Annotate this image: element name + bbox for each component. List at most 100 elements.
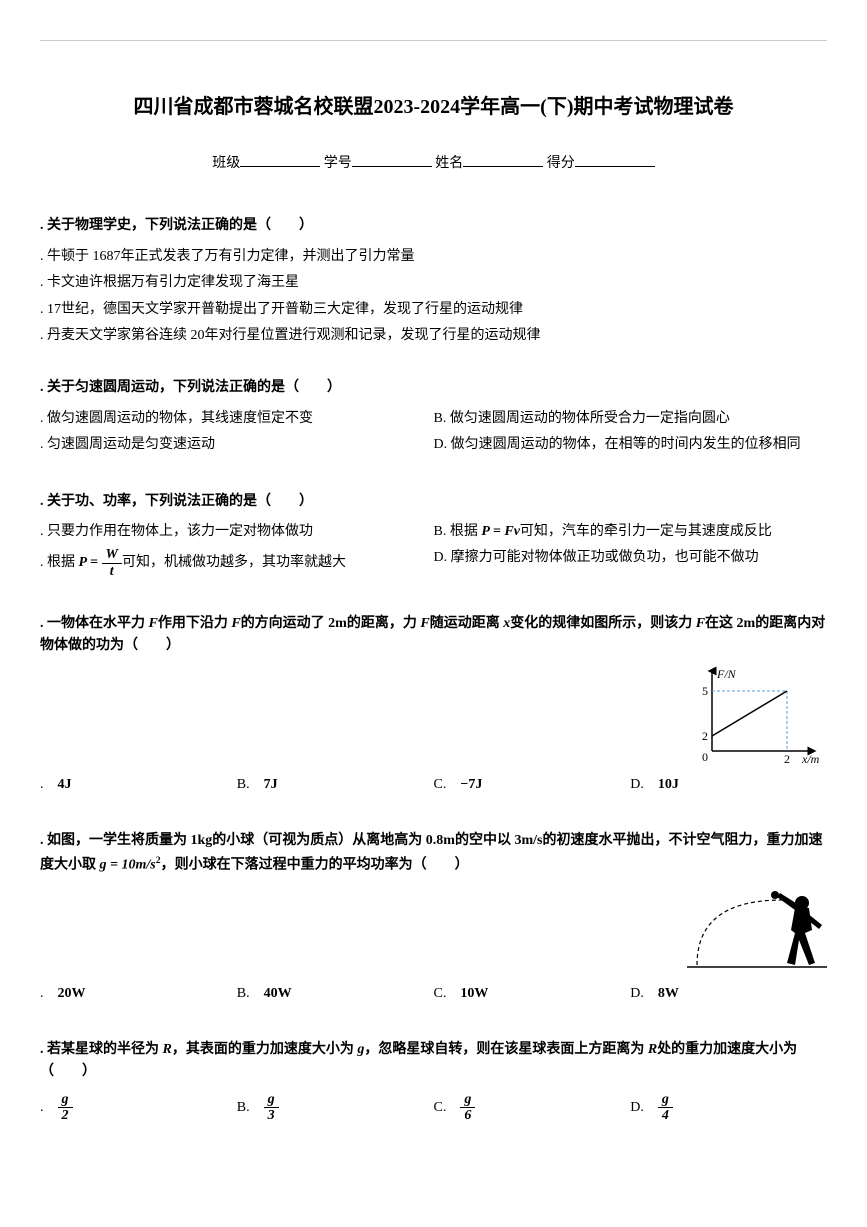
q6-R2: R [648,1042,657,1057]
q5-g: g = 10m/s [100,857,156,872]
q6-a-frac: g2 [58,1092,73,1124]
q6-a-num: g [58,1092,73,1108]
id-label: 学号 [324,156,352,171]
q6-c-num: g [460,1092,475,1108]
q5-stem-2: ，则小球在下落过程中重力的平均功率为（ ） [161,857,469,872]
q2-stem: 关于匀速圆周运动，下列说法正确的是（ ） [40,377,827,399]
q6-b-num: g [264,1092,279,1108]
q3-opt-b: B. 根据 P = Fv可知，汽车的牵引力一定与其速度成反比 [434,521,828,543]
q3-c-post: 可知，机械做功越多，其功率就越大 [122,555,346,570]
q3-d-text: 摩擦力可能对物体做正功或做负功，也可能不做功 [451,550,759,565]
q6-c-den: 6 [460,1108,475,1123]
student-info-line: 班级 学号 姓名 得分 [40,153,827,175]
q4-opt-d: D. 10J [630,774,827,796]
q5-stem: 如图，一学生将质量为 1kg的小球（可视为质点）从离地高为 0.8m的空中以 3… [40,830,827,876]
q4-opt-a: . 4J [40,774,237,796]
q1-opt-d: 丹麦天文学家第谷连续 20年对行星位置进行观测和记录，发现了行星的运动规律 [40,325,827,347]
name-label: 姓名 [435,156,463,171]
q3-c-P: P = [79,555,102,570]
score-blank [575,153,655,167]
q4-b-text: 7J [264,777,278,792]
q2-opt-a: 做匀速圆周运动的物体，其线速度恒定不变 [40,408,434,430]
q5-opt-b: B. 40W [237,983,434,1005]
q6-d-num: g [658,1092,673,1108]
q5-b-text: 40W [264,986,292,1001]
top-divider [40,40,827,41]
q5-c-text: 10W [460,986,488,1001]
class-label: 班级 [212,156,240,171]
q6-opt-c: C. g6 [434,1092,631,1124]
ytick-2: 2 [702,729,708,743]
q6-opt-a: . g2 [40,1092,237,1124]
q4-chart: F/N 5 2 0 2 x/m [687,666,827,766]
q2-opt-d-text: 做匀速圆周运动的物体，在相等的时间内发生的位移相同 [451,437,801,452]
q5-figure [687,885,827,975]
question-6: 若某星球的半径为 R，其表面的重力加速度大小为 g，忽略星球自转，则在该星球表面… [40,1039,827,1128]
question-4: 一物体在水平力 F作用下沿力 F的方向运动了 2m的距离，力 F随运动距离 x变… [40,613,827,800]
q3-b-formula: P = Fv [481,524,520,539]
q5-a-text: 20W [58,986,86,1001]
question-2: 关于匀速圆周运动，下列说法正确的是（ ） 做匀速圆周运动的物体，其线速度恒定不变… [40,377,827,460]
q4-opt-b: B. 7J [237,774,434,796]
q3-opt-a: 只要力作用在物体上，该力一定对物体做功 [40,521,434,543]
data-line [712,691,787,736]
q6-opt-d: D. g4 [630,1092,827,1124]
xtick-2: 2 [784,752,790,766]
q4-stem-1: 一物体在水平力 [47,616,149,631]
question-1: 关于物理学史，下列说法正确的是（ ） 牛顿于 1687年正式发表了万有引力定律，… [40,215,827,347]
score-label: 得分 [547,156,575,171]
q6-c-frac: g6 [460,1092,475,1124]
trajectory-arc [697,900,782,965]
q6-d-den: 4 [658,1108,673,1123]
q3-c-frac: Wt [102,547,122,579]
q5-d-text: 8W [658,986,679,1001]
name-blank [463,153,543,167]
q4-opt-c: C. −7J [434,774,631,796]
q2-opt-d: D. 做匀速圆周运动的物体，在相等的时间内发生的位移相同 [434,434,828,456]
q4-F4: F [696,616,705,631]
q4-a-text: 4J [58,777,72,792]
question-5: 如图，一学生将质量为 1kg的小球（可视为质点）从离地高为 0.8m的空中以 3… [40,830,827,1009]
q4-c-text: −7J [460,777,482,792]
q4-stem: 一物体在水平力 F作用下沿力 F的方向运动了 2m的距离，力 F随运动距离 x变… [40,613,827,658]
q3-opt-d: D. 摩擦力可能对物体做正功或做负功，也可能不做功 [434,547,828,579]
q2-opt-b-text: 做匀速圆周运动的物体所受合力一定指向圆心 [450,411,730,426]
q6-d-frac: g4 [658,1092,673,1124]
q1-opt-b: 卡文迪许根据万有引力定律发现了海王星 [40,272,827,294]
q5-opt-d: D. 8W [630,983,827,1005]
id-blank [352,153,432,167]
q5-figure-wrap [40,885,827,975]
q3-stem: 关于功、功率，下列说法正确的是（ ） [40,491,827,513]
q2-opt-b: B. 做匀速圆周运动的物体所受合力一定指向圆心 [434,408,828,430]
q4-stem-5: 变化的规律如图所示，则该力 [510,616,696,631]
q1-opt-a: 牛顿于 1687年正式发表了万有引力定律，并测出了引力常量 [40,246,827,268]
q6-stem-3: ，忽略星球自转，则在该星球表面上方距离为 [364,1042,648,1057]
ylabel: F/N [716,667,737,681]
q5-opt-c: C. 10W [434,983,631,1005]
q6-stem: 若某星球的半径为 R，其表面的重力加速度大小为 g，忽略星球自转，则在该星球表面… [40,1039,827,1084]
person-silhouette [771,891,822,965]
q2-opt-c: 匀速圆周运动是匀变速运动 [40,434,434,456]
q6-a-den: 2 [58,1108,73,1123]
q6-stem-2: ，其表面的重力加速度大小为 [172,1042,358,1057]
exam-title: 四川省成都市蓉城名校联盟2023-2024学年高一(下)期中考试物理试卷 [40,91,827,123]
q3-c-pre: 根据 [47,555,79,570]
question-3: 关于功、功率，下列说法正确的是（ ） 只要力作用在物体上，该力一定对物体做功 B… [40,491,827,584]
q6-stem-1: 若某星球的半径为 [47,1042,163,1057]
ytick-5: 5 [702,684,708,698]
q4-F2: F [231,616,240,631]
q4-d-text: 10J [658,777,679,792]
q4-stem-3: 的方向运动了 2m的距离，力 [241,616,421,631]
q4-stem-2: 作用下沿力 [158,616,232,631]
q3-opt-c: 根据 P = Wt可知，机械做功越多，其功率就越大 [40,547,434,579]
q6-R1: R [163,1042,172,1057]
q3-c-num: W [102,547,122,563]
class-blank [240,153,320,167]
q3-b-pre: 根据 [450,524,482,539]
q3-c-den: t [102,564,122,579]
q5-opt-a: . 20W [40,983,237,1005]
q3-b-post: 可知，汽车的牵引力一定与其速度成反比 [520,524,772,539]
origin-0: 0 [702,750,708,764]
q4-F3: F [420,616,429,631]
q6-b-den: 3 [264,1108,279,1123]
